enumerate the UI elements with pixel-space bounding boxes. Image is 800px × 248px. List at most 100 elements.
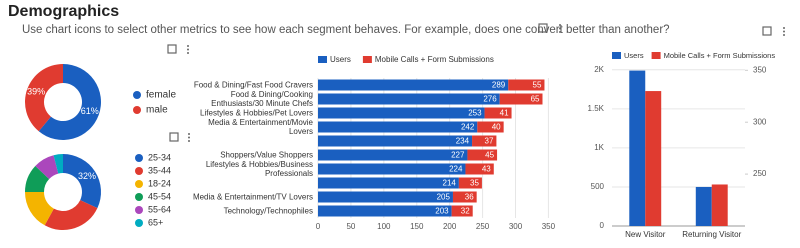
y-tick-label: Shoppers/Value Shoppers <box>220 150 313 160</box>
bar-segment <box>458 177 482 189</box>
legend-label: Users <box>624 51 644 60</box>
donut-slice <box>53 154 63 174</box>
bar-segment <box>508 79 545 91</box>
legend-label: female <box>146 90 176 101</box>
legend-swatch <box>133 106 141 114</box>
slice-label: 39% <box>27 87 45 97</box>
legend-label: Mobile Calls + Form Submissions <box>664 51 776 60</box>
bar-segment <box>318 93 500 105</box>
x-tick-label: 100 <box>377 222 391 231</box>
y2-tick-label: 250 <box>753 169 767 178</box>
page-title: Demographics <box>8 3 119 20</box>
y-tick-label: 0 <box>600 221 605 230</box>
donut-slice <box>44 200 98 230</box>
bar-value-label: 37 <box>485 137 494 146</box>
bar-segment <box>318 121 478 133</box>
x-tick-label: 150 <box>410 222 424 231</box>
y-tick-label: Lifestyles & Hobbies/Pet Lovers <box>200 108 313 118</box>
legend-swatch <box>651 52 661 59</box>
x-tick-label: 350 <box>542 222 556 231</box>
bar-segment <box>499 93 543 105</box>
bar-segment <box>467 149 498 161</box>
bar-value-label: 43 <box>482 165 491 174</box>
y-tick-label: Media & Entertainment/Movie Lovers <box>208 118 313 136</box>
export-icon[interactable] <box>169 132 179 142</box>
bar-segment <box>318 79 509 91</box>
legend-swatch <box>318 56 327 63</box>
y2-tick-label: 350 <box>753 65 767 74</box>
bar-segment <box>472 135 497 147</box>
donut-slice <box>25 192 54 226</box>
legend-swatch <box>135 154 143 162</box>
donut-slice <box>38 64 101 140</box>
y-tick-label: 500 <box>591 182 605 191</box>
legend-label: 45-54 <box>148 191 171 201</box>
bar <box>695 186 712 226</box>
bar-value-label: 32 <box>461 207 470 216</box>
x-tick-label: 300 <box>509 222 523 231</box>
legend-swatch <box>135 180 143 188</box>
menu-icon[interactable] <box>559 24 561 33</box>
bar-value-label: 45 <box>485 151 494 160</box>
legend-label: 25-34 <box>148 152 171 162</box>
y-tick-label: Food & Dining/Cooking Enthusiasts/30 Min… <box>211 90 313 108</box>
x-tick-label: 200 <box>443 222 457 231</box>
bar-value-label: 289 <box>492 81 506 90</box>
bar <box>629 70 646 226</box>
legend-label: male <box>146 105 168 116</box>
y-tick-label: Food & Dining/Fast Food Cravers <box>193 80 313 90</box>
bar-value-label: 276 <box>483 95 497 104</box>
legend-label: 35-44 <box>148 165 171 175</box>
bar-segment <box>318 149 468 161</box>
bar-segment <box>451 205 473 217</box>
donut-slice <box>35 155 59 179</box>
y-tick-label: 1K <box>594 143 604 152</box>
y-tick-label: 2K <box>594 65 604 74</box>
menu-icon[interactable] <box>783 27 785 36</box>
bar-value-label: 253 <box>468 109 482 118</box>
bar-value-label: 35 <box>470 179 479 188</box>
legend-swatch <box>135 219 143 227</box>
bar-segment <box>318 107 485 119</box>
legend-swatch <box>612 52 621 59</box>
bar-segment <box>318 191 453 203</box>
bar-value-label: 65 <box>531 95 540 104</box>
slice-label: 61% <box>81 106 99 116</box>
legend-label: 65+ <box>148 217 163 227</box>
legend-swatch <box>135 167 143 175</box>
export-icon[interactable] <box>167 44 177 54</box>
export-icon[interactable] <box>762 26 772 36</box>
bar-segment <box>477 121 504 133</box>
bar-value-label: 36 <box>465 193 474 202</box>
x-tick-label: New Visitor <box>625 230 666 239</box>
bar-segment <box>318 135 473 147</box>
slice-label: 32% <box>78 171 96 181</box>
bar-segment <box>318 163 466 175</box>
legend-label: 55-64 <box>148 204 171 214</box>
menu-icon[interactable] <box>187 45 189 54</box>
bar-segment <box>318 205 452 217</box>
menu-icon[interactable] <box>188 133 190 142</box>
x-tick-label: 0 <box>316 222 321 231</box>
legend-swatch <box>135 193 143 201</box>
icons <box>167 23 785 142</box>
bar-segment <box>484 107 512 119</box>
bar-value-label: 242 <box>461 123 475 132</box>
bar-value-label: 40 <box>492 123 501 132</box>
bar <box>711 184 728 226</box>
y-tick-label: Lifestyles & Hobbies/Business Profession… <box>205 160 313 178</box>
bar-segment <box>452 191 477 203</box>
donut-slice <box>25 165 50 192</box>
bar-value-label: 205 <box>437 193 451 202</box>
legend-label: Mobile Calls + Form Submissions <box>375 55 494 64</box>
bar-segment <box>318 177 459 189</box>
bar-value-label: 214 <box>443 179 457 188</box>
bar-value-label: 55 <box>533 81 542 90</box>
bar-value-label: 227 <box>451 151 465 160</box>
export-icon[interactable] <box>538 23 548 33</box>
x-tick-label: 250 <box>476 222 490 231</box>
legend-swatch <box>362 56 372 63</box>
donut-slice <box>63 154 102 209</box>
